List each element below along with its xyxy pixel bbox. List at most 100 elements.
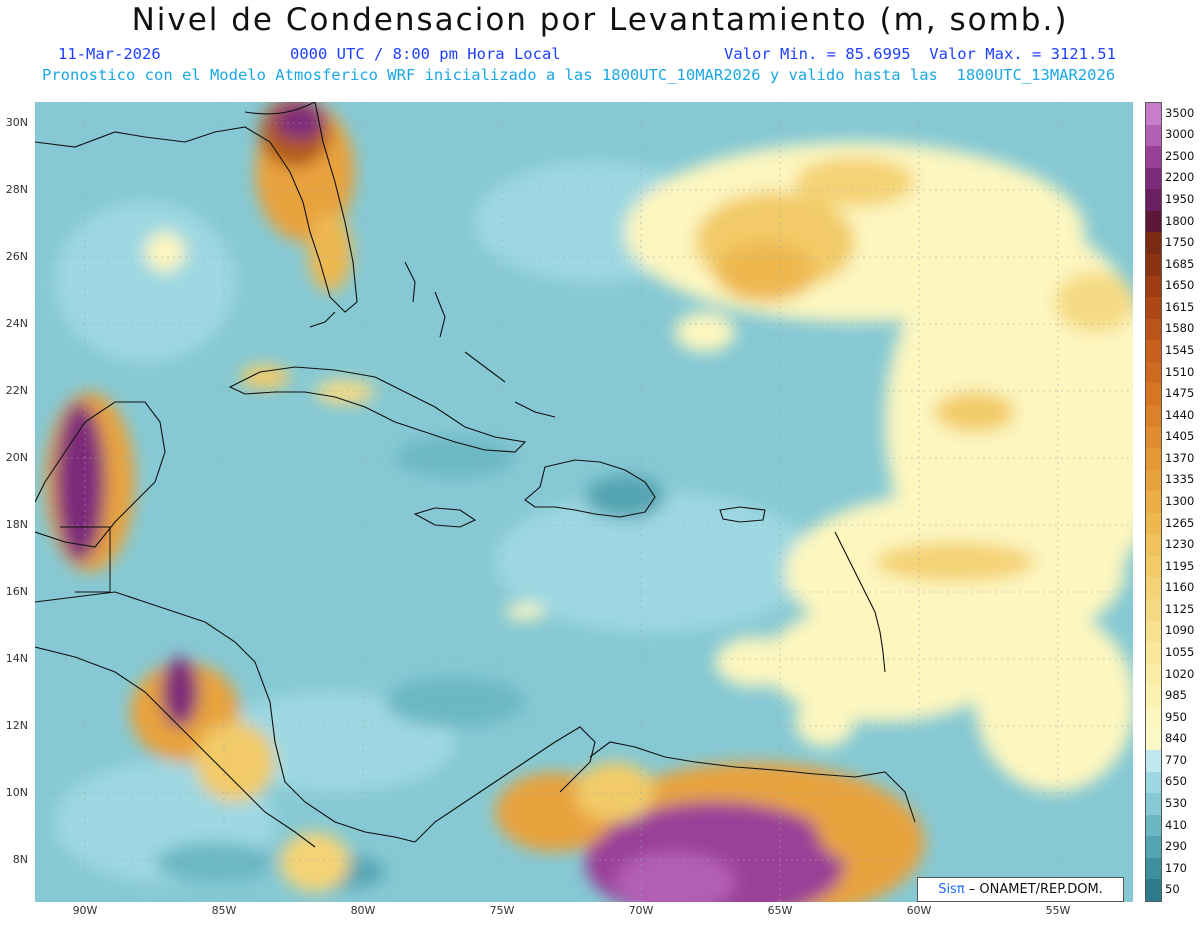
colorbar-swatch — [1146, 750, 1161, 773]
colorbar-label: 1300 — [1165, 494, 1195, 508]
lat-label: 28N — [5, 183, 28, 196]
colorbar-swatch — [1146, 771, 1161, 794]
colorbar-swatch — [1146, 210, 1161, 233]
colorbar-swatch — [1146, 555, 1161, 578]
lat-label: 24N — [5, 317, 28, 330]
colorbar-swatch — [1146, 706, 1161, 729]
colorbar-swatch — [1146, 836, 1161, 859]
lat-label: 8N — [12, 853, 28, 866]
colorbar-label: 410 — [1165, 817, 1187, 832]
venezuela-coast — [589, 741, 916, 823]
colorbar-swatch — [1146, 189, 1161, 212]
colorbar-label: 1160 — [1165, 580, 1195, 595]
colorbar-swatch — [1146, 534, 1161, 557]
lat-label: 10N — [5, 786, 28, 799]
lon-label: 85W — [211, 904, 237, 917]
lon-label: 90W — [72, 904, 98, 917]
coastlines — [35, 102, 916, 848]
colorbar-swatch — [1146, 491, 1161, 514]
political-borders — [60, 526, 111, 593]
lat-label: 20N — [5, 451, 28, 464]
forecast-time: 0000 UTC / 8:00 pm Hora Local — [290, 45, 561, 63]
lon-label: 65W — [767, 904, 793, 917]
colorbar-label: 50 — [1165, 882, 1180, 897]
central-america-coast — [35, 591, 416, 843]
lat-label: 14N — [5, 652, 28, 665]
colorbar-swatch — [1146, 879, 1161, 902]
colorbar-label: 1475 — [1165, 386, 1195, 401]
bahamas — [404, 261, 556, 418]
colorbar-label: 3000 — [1165, 127, 1195, 142]
colorbar-label: 1615 — [1165, 299, 1195, 314]
colorbar — [1145, 102, 1162, 902]
colorbar-swatch — [1146, 124, 1161, 147]
colorbar-swatch — [1146, 620, 1161, 643]
colorbar-label: 1440 — [1165, 407, 1195, 422]
colorbar-label: 1055 — [1165, 644, 1195, 659]
colorbar-label: 2200 — [1165, 170, 1195, 185]
colorbar-label: 1125 — [1165, 601, 1195, 616]
lat-label: 22N — [5, 384, 28, 397]
model-description: Pronostico con el Modelo Atmosferico WRF… — [42, 66, 1116, 84]
colorbar-swatch — [1146, 340, 1161, 363]
colorbar-swatch — [1146, 599, 1161, 622]
colorbar-label: 2500 — [1165, 148, 1195, 163]
colorbar-label: 840 — [1165, 731, 1187, 746]
credit-text: – ONAMET/REP.DOM. — [964, 882, 1103, 897]
colorbar-label: 950 — [1165, 709, 1187, 724]
colorbar-label: 1685 — [1165, 256, 1195, 271]
colorbar-label: 1335 — [1165, 472, 1195, 487]
colorbar-label: 1580 — [1165, 321, 1195, 336]
colorbar-swatch — [1146, 663, 1161, 686]
colorbar-swatch — [1146, 685, 1161, 708]
map-title: Nivel de Condensacion por Levantamiento … — [131, 2, 1069, 38]
lat-label: 18N — [5, 518, 28, 531]
colorbar-swatch — [1146, 512, 1161, 535]
colorbar-swatch — [1146, 814, 1161, 837]
sispi-logo: Sisπ — [938, 882, 965, 897]
forecast-date: 11-Mar-2026 — [58, 45, 161, 63]
colorbar-label: 1195 — [1165, 558, 1195, 573]
lat-label: 12N — [5, 719, 28, 732]
lon-label: 60W — [906, 904, 932, 917]
lon-label: 80W — [350, 904, 376, 917]
colorbar-label: 770 — [1165, 752, 1187, 767]
puerto-rico-coast — [719, 506, 766, 523]
central-america-pacific — [35, 646, 316, 848]
lon-label: 55W — [1045, 904, 1071, 917]
colorbar-swatch — [1146, 275, 1161, 298]
lcl-shading — [45, 102, 1133, 902]
gulf-coast — [35, 131, 146, 148]
colorbar-label: 985 — [1165, 688, 1187, 703]
colorbar-swatch — [1146, 146, 1161, 169]
cuba-coast — [228, 366, 527, 453]
colorbar-swatch — [1146, 448, 1161, 471]
colorbar-label: 1750 — [1165, 235, 1195, 250]
colorbar-label: 1370 — [1165, 450, 1195, 465]
colorbar-label: 650 — [1165, 774, 1187, 789]
colorbar-swatch — [1146, 642, 1161, 665]
colorbar-swatch — [1146, 577, 1161, 600]
lesser-antilles — [834, 531, 886, 673]
graticule — [35, 102, 1133, 902]
colorbar-swatch — [1146, 297, 1161, 320]
colorbar-label: 1230 — [1165, 537, 1195, 552]
lon-label: 70W — [628, 904, 654, 917]
colorbar-label: 530 — [1165, 795, 1187, 810]
colorbar-label: 3500 — [1165, 105, 1195, 120]
lat-label: 30N — [5, 116, 28, 129]
colorbar-label: 290 — [1165, 839, 1187, 854]
colorbar-swatch — [1146, 361, 1161, 384]
colorbar-swatch — [1146, 383, 1161, 406]
colorbar-swatch — [1146, 857, 1161, 880]
colorbar-label: 1950 — [1165, 192, 1195, 207]
colorbar-swatch — [1146, 253, 1161, 277]
colorbar-label: 1090 — [1165, 623, 1195, 638]
hispaniola-coast — [524, 459, 656, 518]
colorbar-label: 1650 — [1165, 278, 1195, 293]
credit-box: Sisπ – ONAMET/REP.DOM. — [917, 877, 1124, 902]
colorbar-label: 1020 — [1165, 666, 1195, 681]
colorbar-swatch — [1146, 469, 1161, 492]
colorbar-swatch — [1146, 103, 1161, 126]
colorbar-swatch — [1146, 426, 1161, 449]
